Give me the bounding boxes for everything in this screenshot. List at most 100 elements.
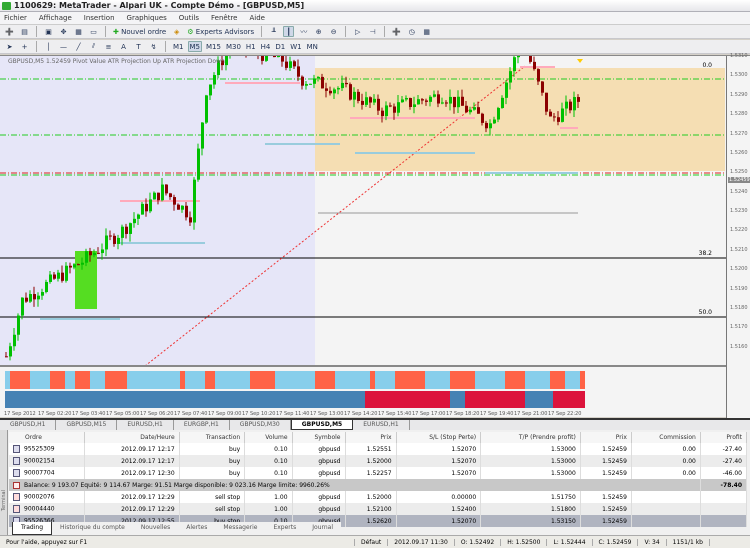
metaeditor-icon[interactable]: ◈ bbox=[174, 27, 180, 36]
navigator-icon[interactable]: ✥ bbox=[60, 27, 67, 36]
chart-tab[interactable]: EURUSD,H1 bbox=[353, 420, 410, 430]
timeframe-mn[interactable]: MN bbox=[306, 42, 318, 51]
price-label: 1.5250 bbox=[730, 169, 748, 176]
chart-window[interactable]: 0.0 38.2 50.0 17 Sep 2012 17 Sep 02:20 17 Sep… bbox=[0, 53, 750, 418]
candle bbox=[469, 109, 472, 113]
chart-tab[interactable]: GBPUSD,M5 bbox=[290, 420, 354, 430]
timeframe-m30[interactable]: M30 bbox=[225, 42, 241, 51]
price-axis[interactable]: 1.5310 1.5300 1.5290 1.5280 1.5270 1.5260 1.52… bbox=[726, 53, 750, 418]
chart-shift-icon[interactable]: ⊣ bbox=[369, 27, 376, 36]
terminal-tab-6[interactable]: Journal bbox=[312, 524, 334, 531]
zoom-in-icon[interactable]: ⊕ bbox=[315, 27, 322, 36]
terminal-icon[interactable]: ▭ bbox=[90, 27, 97, 36]
autoscroll-icon[interactable]: ▷ bbox=[354, 27, 361, 36]
menu-insertion[interactable]: Insertion bbox=[83, 14, 115, 22]
timeframe-m15[interactable]: M15 bbox=[206, 42, 221, 51]
cursor-icon[interactable]: ➤ bbox=[6, 42, 13, 51]
cell-text: 1.52459 bbox=[602, 445, 627, 453]
candle bbox=[205, 95, 208, 123]
candle bbox=[45, 281, 48, 293]
menu-outils[interactable]: Outils bbox=[178, 14, 200, 22]
trendline-icon[interactable]: ╱ bbox=[76, 42, 81, 51]
trend-bar-segment bbox=[525, 391, 553, 408]
column-header[interactable]: Transaction bbox=[179, 432, 246, 443]
terminal-tab-0[interactable]: Trading bbox=[12, 522, 53, 535]
data-window-icon[interactable]: ▦ bbox=[75, 27, 82, 36]
terminal-tab-1[interactable]: Historique du compte bbox=[60, 524, 125, 531]
column-header[interactable]: Date/Heure bbox=[84, 432, 180, 443]
vertical-line-icon[interactable]: │ bbox=[46, 42, 51, 51]
timeframe-d1[interactable]: D1 bbox=[275, 42, 286, 51]
templates-icon[interactable]: ▦ bbox=[423, 27, 430, 36]
text-icon[interactable]: A bbox=[121, 42, 126, 51]
column-header[interactable]: Symbole bbox=[292, 432, 346, 443]
table-row[interactable]: 90007704 2012.09.17 12:30 buy 0.10 gbpusd 1.5… bbox=[9, 467, 748, 479]
column-header[interactable]: S/L (Stop Perte) bbox=[396, 432, 482, 443]
signal-bar-segment bbox=[10, 371, 30, 389]
cell-text: 1.52000 bbox=[366, 457, 392, 465]
table-row[interactable]: 90004440 2012.09.17 12:29 sell stop 1.00 gbp… bbox=[9, 503, 748, 515]
menu-affichage[interactable]: Affichage bbox=[38, 14, 72, 22]
terminal-tab-4[interactable]: Messagerie bbox=[223, 524, 258, 531]
bar-chart-icon[interactable]: ╨ bbox=[271, 27, 276, 36]
cell-2: buy bbox=[179, 455, 246, 467]
crosshair-icon[interactable]: + bbox=[21, 42, 28, 51]
candlestick-icon[interactable]: ┃ bbox=[283, 26, 295, 37]
periods-icon[interactable]: ◷ bbox=[408, 27, 415, 36]
market-watch-icon[interactable]: ▣ bbox=[45, 27, 52, 36]
column-header[interactable]: Prix bbox=[345, 432, 397, 443]
experts-button[interactable]: ⚙ Experts Advisors bbox=[187, 27, 255, 36]
zoom-out-icon[interactable]: ⊖ bbox=[330, 27, 337, 36]
price-label: 1.5310 bbox=[730, 53, 748, 59]
column-header[interactable]: T/P (Prendre profit) bbox=[480, 432, 581, 443]
candle bbox=[221, 60, 224, 66]
menu-fichier[interactable]: Fichier bbox=[4, 14, 27, 22]
table-row[interactable]: 95525309 2012.09.17 12:17 buy 0.10 gbpusd 1.5… bbox=[9, 443, 748, 455]
timeframe-w1[interactable]: W1 bbox=[290, 42, 302, 51]
profiles-icon[interactable]: ▤ bbox=[21, 27, 28, 36]
timeframe-m5[interactable]: M5 bbox=[187, 41, 202, 52]
chart-tab[interactable]: GBPUSD,M15 bbox=[56, 420, 118, 430]
indicators-icon[interactable]: ➕ bbox=[392, 27, 402, 36]
column-header[interactable]: Volume bbox=[244, 432, 293, 443]
terminal-tab-5[interactable]: Experts bbox=[273, 524, 297, 531]
channel-icon[interactable]: ⫽ bbox=[91, 42, 96, 50]
cell-9: 0.00 bbox=[631, 455, 701, 467]
cell-5: 1.52000 bbox=[345, 455, 397, 467]
new-chart-icon[interactable]: ➕ bbox=[5, 27, 14, 36]
line-chart-icon[interactable]: 〰 bbox=[300, 27, 308, 36]
signal-bar-segment bbox=[395, 371, 425, 389]
column-header[interactable]: Profit bbox=[700, 432, 748, 443]
new-order-button[interactable]: ✚ Nouvel ordre bbox=[113, 27, 167, 36]
fibonacci-icon[interactable]: ≡ bbox=[105, 42, 112, 51]
table-row[interactable]: 90002076 2012.09.17 12:29 sell stop 1.00 gbp… bbox=[9, 491, 748, 503]
status-field[interactable]: Défaut bbox=[355, 538, 389, 546]
chart-tab[interactable]: GBPUSD,M30 bbox=[230, 420, 291, 430]
timeframe-h1[interactable]: H1 bbox=[245, 42, 256, 51]
shift-marker-icon bbox=[577, 59, 583, 63]
horizontal-line-icon[interactable]: — bbox=[60, 42, 67, 51]
cell-4: gbpusd bbox=[292, 443, 346, 455]
arrows-icon[interactable]: ↯ bbox=[150, 42, 157, 51]
column-header[interactable]: Commission bbox=[631, 432, 701, 443]
menu-aide[interactable]: Aide bbox=[249, 14, 265, 22]
column-header[interactable]: Prix bbox=[580, 432, 632, 443]
terminal-tab-3[interactable]: Alertes bbox=[186, 524, 208, 531]
chart-tab[interactable]: GBPUSD,H1 bbox=[0, 420, 57, 430]
table-row[interactable]: 90002154 2012.09.17 12:17 buy 0.10 gbpusd 1.5… bbox=[9, 455, 748, 467]
chart-tab[interactable]: EURUSD,H1 bbox=[117, 420, 174, 430]
menu-fenêtre[interactable]: Fenêtre bbox=[211, 14, 238, 22]
cell-5: 1.52257 bbox=[345, 467, 397, 479]
price-chart[interactable]: 0.038.250.017 Sep 2012 17 Sep 02:20 17 Sep… bbox=[0, 56, 726, 418]
signal-bar-segment bbox=[5, 371, 10, 389]
menu-graphiques[interactable]: Graphiques bbox=[126, 14, 167, 22]
timeframe-m1[interactable]: M1 bbox=[173, 42, 184, 51]
candle bbox=[93, 252, 96, 256]
terminal-tab-2[interactable]: Nouvelles bbox=[140, 524, 171, 531]
chart-tab[interactable]: EURGBP,H1 bbox=[174, 420, 230, 430]
label-icon[interactable]: T bbox=[136, 42, 141, 51]
candle bbox=[497, 108, 500, 120]
column-header[interactable]: Ordre bbox=[9, 432, 86, 443]
candle bbox=[165, 184, 168, 194]
timeframe-h4[interactable]: H4 bbox=[260, 42, 271, 51]
